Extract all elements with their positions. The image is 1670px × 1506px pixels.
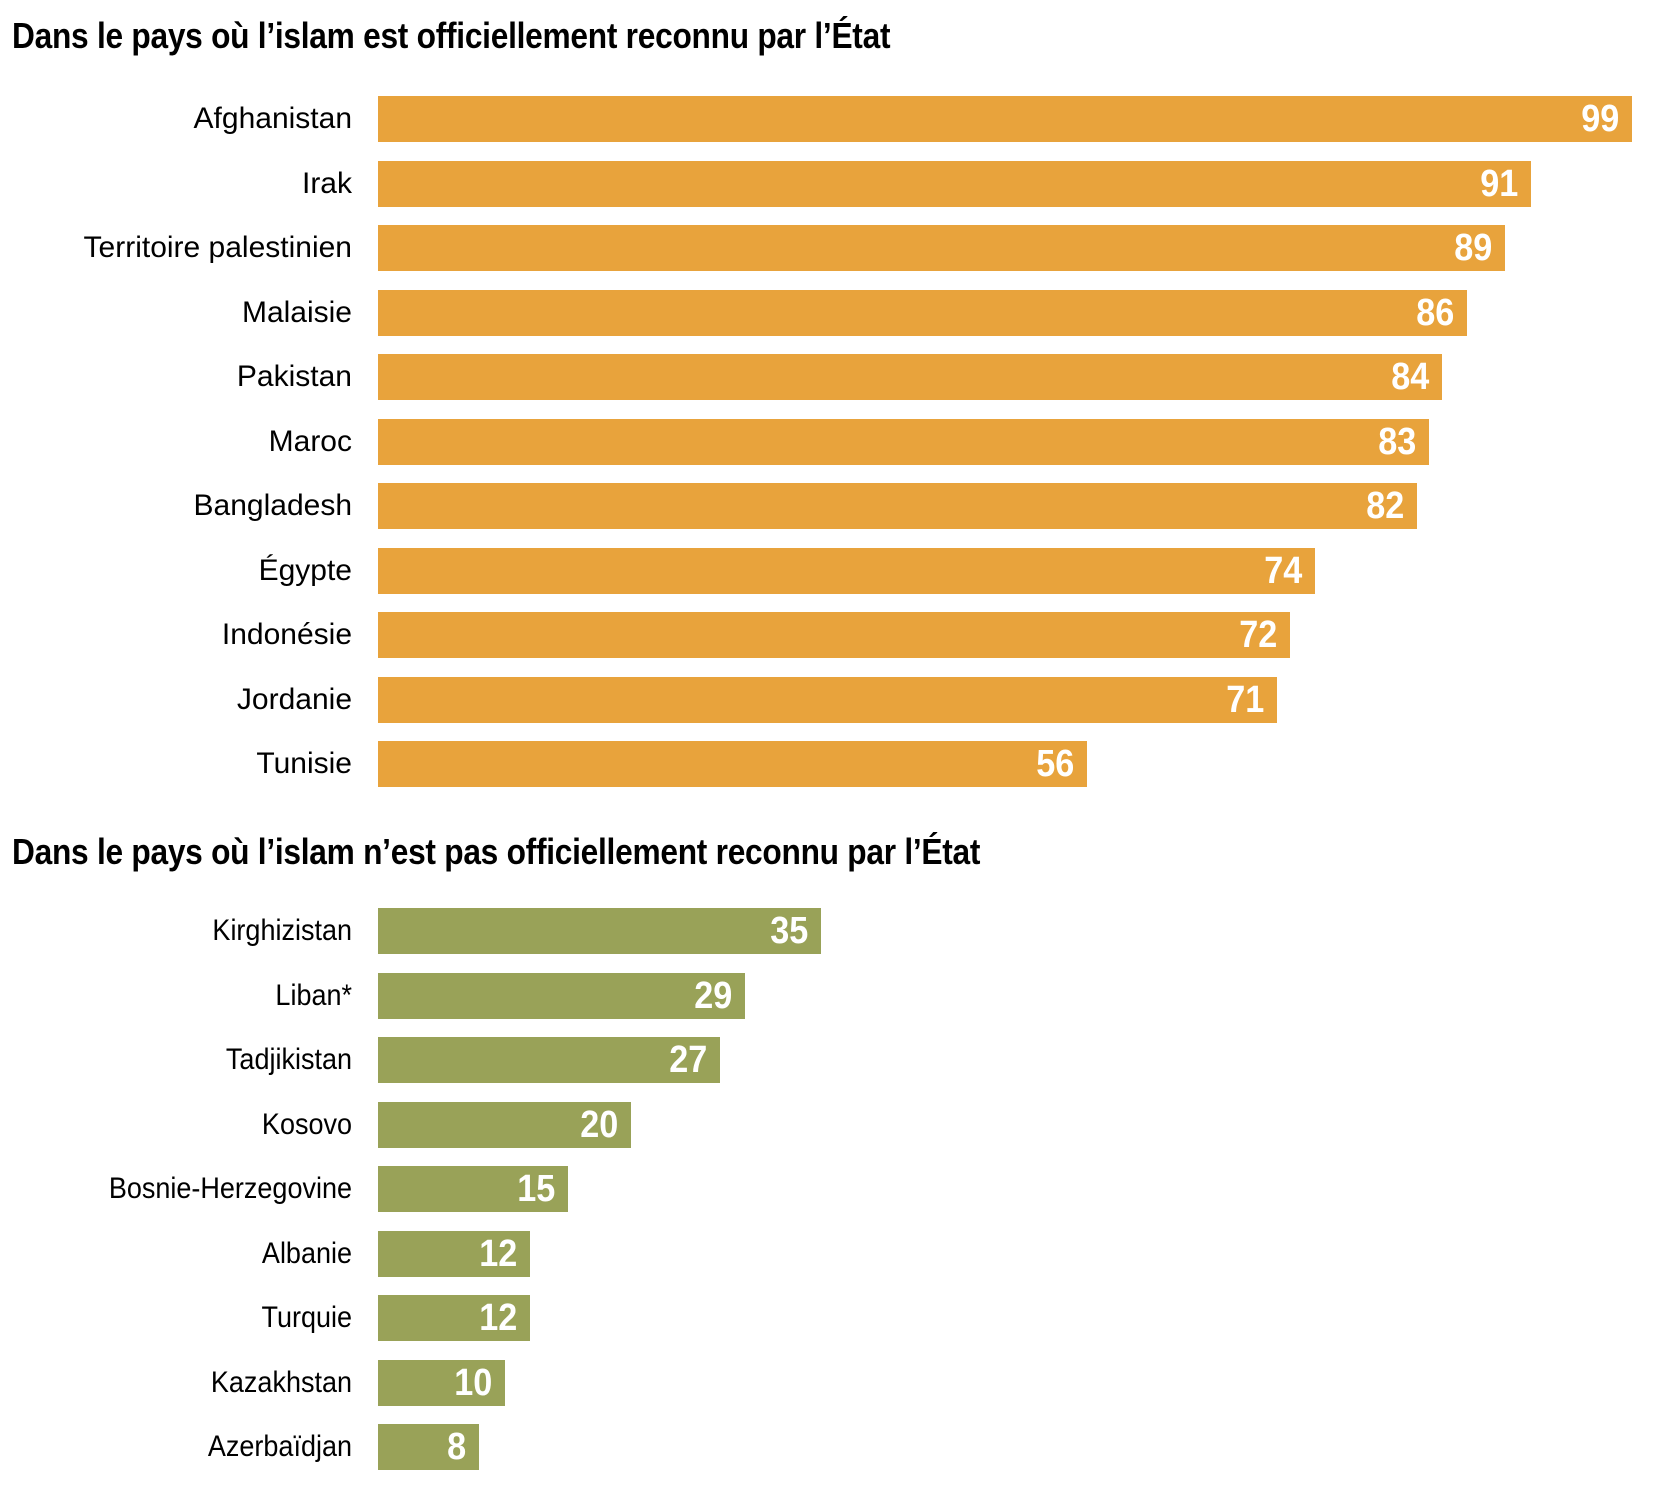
- value-label: 89: [1453, 227, 1492, 269]
- bar: 12: [378, 1295, 530, 1341]
- country-label: Maroc: [268, 424, 352, 458]
- bar-row: Albanie 12: [0, 1230, 1670, 1277]
- bar: 86: [378, 289, 1467, 336]
- bar: 72: [378, 612, 1290, 658]
- section-title: Dans le pays où l’islam est officielleme…: [12, 15, 891, 56]
- bar: 84: [378, 354, 1442, 400]
- bar-row: Liban* 29: [0, 972, 1670, 1019]
- bar: 89: [378, 225, 1505, 271]
- bar-row: Égypte 74: [0, 547, 1670, 594]
- bar-row: Kirghizistan 35: [0, 908, 1670, 954]
- bar-row: Kazakhstan 10: [0, 1359, 1670, 1406]
- country-label: Liban*: [275, 978, 352, 1012]
- country-label: Jordanie: [236, 682, 352, 716]
- value-label: 74: [1263, 549, 1302, 592]
- value-label: 56: [1035, 743, 1074, 785]
- country-label: Albanie: [261, 1236, 352, 1270]
- bar: 12: [378, 1230, 530, 1277]
- bar-row: Afghanistan 99: [0, 96, 1670, 142]
- bar: 27: [378, 1037, 720, 1083]
- bar: 91: [378, 160, 1531, 207]
- value-label: 12: [478, 1232, 517, 1275]
- bar-row: Tadjikistan 27: [0, 1037, 1670, 1083]
- bar: 8: [378, 1424, 479, 1470]
- country-label: Kazakhstan: [210, 1365, 352, 1399]
- country-label: Bosnie-Herzegovine: [108, 1172, 353, 1205]
- value-label: 27: [668, 1039, 707, 1081]
- bar: 71: [378, 676, 1277, 723]
- bar-row: Bangladesh 82: [0, 483, 1670, 529]
- country-label: Azerbaïdjan: [207, 1430, 352, 1463]
- bar: 56: [378, 741, 1087, 787]
- value-label: 12: [478, 1297, 517, 1339]
- bar: 82: [378, 483, 1417, 529]
- country-label: Kirghizistan: [212, 914, 352, 947]
- value-label: 86: [1415, 291, 1454, 334]
- value-label: 91: [1479, 162, 1518, 205]
- value-label: 35: [769, 910, 808, 952]
- section-title: Dans le pays où l’islam n’est pas offici…: [12, 831, 981, 872]
- bar: 10: [378, 1359, 505, 1406]
- country-label: Tadjikistan: [225, 1043, 352, 1076]
- bar-row: Irak 91: [0, 160, 1670, 207]
- country-label: Afghanistan: [193, 102, 352, 135]
- value-label: 10: [453, 1361, 492, 1404]
- bar-row: Azerbaïdjan 8: [0, 1424, 1670, 1470]
- bar-row: Jordanie 71: [0, 676, 1670, 723]
- bar: 35: [378, 908, 821, 954]
- bar: 15: [378, 1166, 568, 1212]
- bar-row: Maroc 83: [0, 418, 1670, 465]
- country-label: Bangladesh: [193, 489, 352, 522]
- country-label: Indonésie: [221, 618, 352, 651]
- country-label: Irak: [301, 166, 352, 200]
- value-label: 83: [1377, 420, 1416, 463]
- bar-row: Indonésie 72: [0, 612, 1670, 658]
- bar-rows: Kirghizistan 35 Liban* 29 Tadjikistan 27 Kosov…: [0, 908, 1670, 1470]
- bar-row: Pakistan 84: [0, 354, 1670, 400]
- value-label: 72: [1238, 614, 1277, 656]
- bar: 20: [378, 1101, 631, 1148]
- bar: 29: [378, 972, 745, 1019]
- value-label: 71: [1225, 678, 1264, 721]
- bar-row: Malaisie 86: [0, 289, 1670, 336]
- bar-row: Territoire palestinien 89: [0, 225, 1670, 271]
- country-label: Tunisie: [256, 747, 352, 780]
- bar: 83: [378, 418, 1429, 465]
- bar-row: Kosovo 20: [0, 1101, 1670, 1148]
- section-islam-official: Dans le pays où l’islam est officielleme…: [0, 14, 1670, 787]
- section-islam-not-official: Dans le pays où l’islam n’est pas offici…: [0, 830, 1670, 1470]
- value-label: 99: [1580, 98, 1619, 140]
- country-label: Égypte: [258, 553, 352, 587]
- value-label: 29: [693, 974, 732, 1017]
- value-label: 20: [579, 1103, 618, 1146]
- country-label: Malaisie: [241, 295, 352, 329]
- country-label: Pakistan: [236, 360, 352, 393]
- bar-row: Tunisie 56: [0, 741, 1670, 787]
- bar-rows: Afghanistan 99 Irak 91 Territoire palestinie…: [0, 96, 1670, 787]
- bar-row: Turquie 12: [0, 1295, 1670, 1341]
- value-label: 84: [1390, 356, 1429, 398]
- value-label: 8: [446, 1426, 466, 1468]
- bar: 99: [378, 96, 1632, 142]
- country-label: Turquie: [261, 1301, 352, 1334]
- value-label: 82: [1365, 485, 1404, 527]
- value-label: 15: [516, 1168, 555, 1210]
- country-label: Territoire palestinien: [83, 231, 352, 264]
- country-label: Kosovo: [261, 1107, 352, 1141]
- bar: 74: [378, 547, 1315, 594]
- bar-row: Bosnie-Herzegovine 15: [0, 1166, 1670, 1212]
